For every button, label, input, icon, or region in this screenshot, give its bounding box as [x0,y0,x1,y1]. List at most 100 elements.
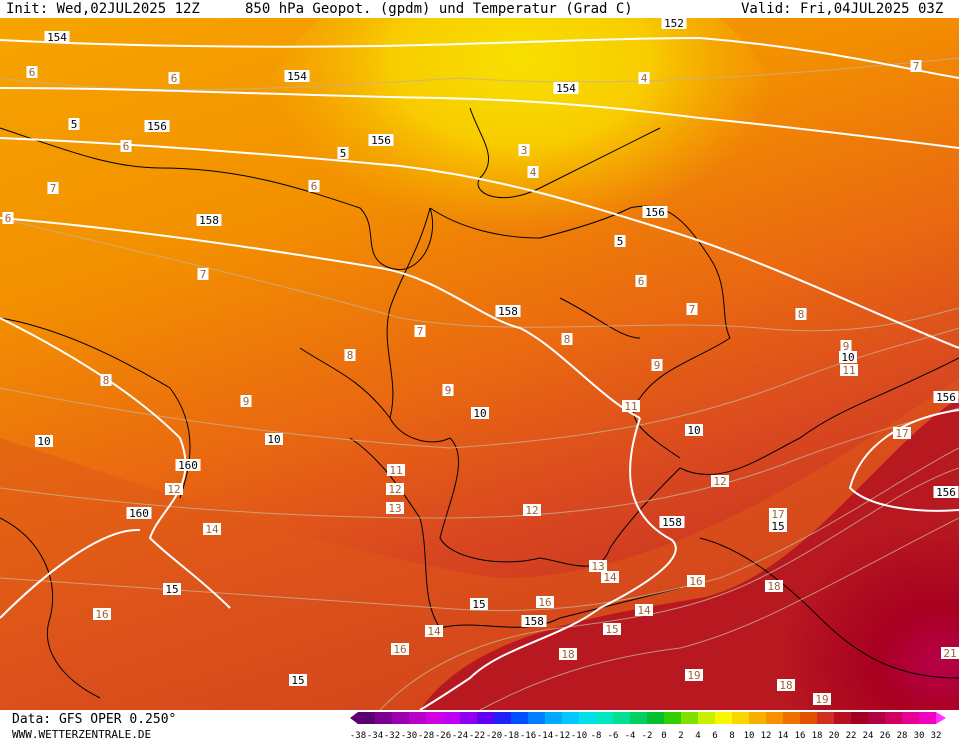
isotherm-label: 7 [686,303,698,316]
valid-time: Valid: Fri,04JUL2025 03Z [741,1,944,17]
scale-swatch [783,712,800,724]
scale-swatch [834,712,851,724]
scale-swatch [545,712,562,724]
temperature-label-box [35,435,53,447]
isotherm-label: 16 [536,596,554,609]
scale-swatch [528,712,545,724]
geopotential-label: 156 [642,206,668,219]
geopotential-label: 158 [521,615,547,628]
geopotential-label-box [933,391,959,403]
isotherm-label-box [765,580,783,592]
scale-tick-label: -28 [418,731,434,741]
isotherm-label: 14 [425,625,443,638]
isotherm-label-box [386,502,404,514]
isotherm-label-box [686,303,698,315]
geopotential-label: 156 [144,120,170,133]
temperature-label: 10 [471,407,489,420]
isotherm-label-box [651,359,663,371]
isotherm-label-text: 9 [843,340,850,353]
isotherm-label-text: 4 [641,72,648,85]
geopotential-label-layer: 1541541541521561561561581581601601581581… [44,18,959,628]
isotherm-label-text: 12 [167,483,180,496]
temperature-label-text: 10 [841,351,854,364]
geopotential-label-box [284,70,310,82]
geopotential-label-text: 160 [178,459,198,472]
geopotential-label-box [521,615,547,627]
temperature-label-text: 15 [472,598,485,611]
scale-tick-label: -14 [537,731,553,741]
temperature-label-box [470,598,488,610]
isotherm-label-box [635,604,653,616]
scale-swatch [409,712,426,724]
isotherm-label-box [559,648,577,660]
isotherm-label-text: 12 [525,504,538,517]
isotherm-label-box [603,623,621,635]
isotherm-label-box [165,483,183,495]
scale-swatch [698,712,715,724]
temperature-label-box [614,235,626,247]
isotherm-label: 9 [240,395,252,408]
isotherm-label-text: 17 [895,427,908,440]
scale-tick-label: -18 [503,731,519,741]
warm-core-north [260,18,780,298]
isotherm-label: 16 [687,575,705,588]
temperature-label: 15 [163,583,181,596]
isotherm-label-text: 13 [591,560,604,573]
scale-tick-label: 14 [778,731,789,741]
isotherm-label: 4 [638,72,650,85]
geopotential-label-text: 158 [199,214,219,227]
isotherm-label-text: 16 [538,596,551,609]
isotherm-label: 7 [414,325,426,338]
geopotential-label-text: 156 [645,206,665,219]
geopotential-label-text: 154 [556,82,576,95]
scale-arrow-right [936,712,946,724]
isotherm-label-box [589,560,607,572]
temperature-label: 10 [839,351,857,364]
isotherm-label-box [442,384,454,396]
scale-tick-label: -20 [486,731,502,741]
isotherm-label-text: 7 [913,60,920,73]
isotherm-label-box [840,364,858,376]
geopotential-label-text: 156 [936,486,956,499]
isotherm-label-box [893,427,911,439]
isotherm-label-box [813,693,831,705]
scale-tick-label: -26 [435,731,451,741]
scale-swatch [511,712,528,724]
scale-swatch [392,712,409,724]
scale-swatch [732,712,749,724]
isotherm-label-box [386,483,404,495]
temperature-label: 15 [289,674,307,687]
isotherm-label: 11 [840,364,858,377]
temperature-label-text: 5 [617,235,624,248]
geopotential-label: 156 [933,486,959,499]
geopotential-label: 152 [661,18,687,30]
isotherm-label: 6 [26,66,38,79]
isotherm-label-text: 13 [388,502,401,515]
init-time: Init: Wed,02JUL2025 12Z [6,1,200,17]
isotherm-label-box [2,212,14,224]
scale-tick-label: 32 [931,731,942,741]
website-link[interactable]: WWW.WETTERZENTRALE.DE [12,728,152,741]
isotherm-lines [0,57,959,710]
isotherm-label-box [100,374,112,386]
scale-swatch [800,712,817,724]
isotherm-label-text: 11 [389,464,402,477]
geopotential-label-text: 152 [664,18,684,30]
geopotential-label: 160 [175,459,201,472]
geopotential-label-box [553,82,579,94]
scale-tick-label: 6 [712,731,717,741]
scale-tick-label: -32 [384,731,400,741]
temperature-label: 10 [265,433,283,446]
scale-tick-label: 8 [729,731,734,741]
isotherm-label: 3 [518,144,530,157]
geopotential-label-text: 156 [371,134,391,147]
isotherm-label: 13 [589,560,607,573]
temperature-label: 15 [769,520,787,533]
scale-swatch [817,712,834,724]
scale-tick-label: 0 [661,731,666,741]
scale-tick-label: 12 [761,731,772,741]
isotherm-label: 7 [910,60,922,73]
geopotential-label-box [144,120,170,132]
isotherm-label-text: 8 [798,308,805,321]
isotherm-label-text: 8 [564,333,571,346]
